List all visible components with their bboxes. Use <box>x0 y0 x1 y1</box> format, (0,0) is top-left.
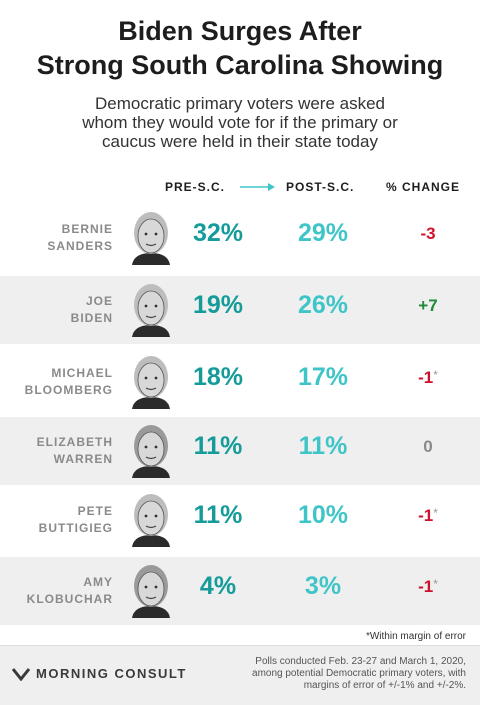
footer <box>0 646 480 705</box>
candidate-first-name: ELIZABETH <box>36 435 113 449</box>
source-line-2: among potential Democratic primary voter… <box>252 668 466 679</box>
candidate-last-name: WARREN <box>53 452 113 466</box>
source-note: Polls conducted Feb. 23-27 and March 1, … <box>211 656 466 692</box>
arrow-right-icon <box>240 183 275 191</box>
title-line-1: Biden Surges After <box>118 16 362 46</box>
candidate-portrait-icon <box>132 565 170 618</box>
post-sc-value: 17% <box>297 363 349 391</box>
margin-of-error-asterisk: * <box>433 577 438 591</box>
candidate-last-name: BIDEN <box>70 311 113 325</box>
post-sc-value: 26% <box>297 291 349 319</box>
candidate-portrait-icon <box>132 356 170 409</box>
subtitle-line-1: Democratic primary voters were asked <box>94 94 386 113</box>
percent-change-value: -3 <box>388 224 468 244</box>
morning-consult-logo-icon <box>12 667 30 681</box>
candidate-portrait-icon <box>132 425 170 478</box>
column-header-post: POST-S.C. <box>286 180 355 194</box>
subtitle-line-2: whom they would vote for if the primary … <box>82 113 398 132</box>
candidate-last-name: SANDERS <box>47 239 113 253</box>
footer-divider <box>0 645 480 646</box>
source-line-1: Polls conducted Feb. 23-27 and March 1, … <box>255 656 466 667</box>
pre-sc-value: 32% <box>192 219 244 247</box>
percent-change-value: -1* <box>388 506 468 526</box>
candidate-name: MICHAEL BLOOMBERG <box>10 365 113 399</box>
candidate-first-name: MICHAEL <box>51 366 113 380</box>
candidate-portrait-icon <box>132 494 170 547</box>
percent-change-value: 0 <box>388 437 468 457</box>
change-number: 0 <box>423 437 433 456</box>
candidate-first-name: BERNIE <box>61 222 113 236</box>
candidate-first-name: PETE <box>77 504 113 518</box>
logo-text: MORNING CONSULT <box>36 666 187 681</box>
table-row: AMY KLOBUCHAR 4% 3% -1* <box>0 557 480 625</box>
table-row: JOE BIDEN 19% 26% +7 <box>0 276 480 344</box>
candidate-name: ELIZABETH WARREN <box>10 434 113 468</box>
table-row: BERNIE SANDERS 32% 29% -3 <box>0 204 480 272</box>
footnote: *Within margin of error <box>365 631 466 642</box>
candidate-portrait-icon <box>132 284 170 337</box>
title-line-2: Strong South Carolina Showing <box>36 50 444 80</box>
subtitle-line-3: caucus were held in their state today <box>102 132 378 151</box>
pre-sc-value: 18% <box>192 363 244 391</box>
table-row: ELIZABETH WARREN 11% 11% 0 <box>0 417 480 485</box>
post-sc-value: 3% <box>304 572 342 600</box>
candidate-name: AMY KLOBUCHAR <box>10 574 113 608</box>
chart-subtitle: Democratic primary voters were asked who… <box>40 94 440 151</box>
column-header-pre: PRE-S.C. <box>165 180 226 194</box>
post-sc-value: 11% <box>298 432 348 460</box>
change-number: -1 <box>418 577 434 596</box>
percent-change-value: +7 <box>388 296 468 316</box>
candidate-name: JOE BIDEN <box>10 293 113 327</box>
chart-title: Biden Surges After Strong South Carolina… <box>0 14 480 82</box>
post-sc-value: 29% <box>297 219 349 247</box>
column-header-change: % CHANGE <box>386 180 461 194</box>
table-row: PETE BUTTIGIEG 11% 10% -1* <box>0 486 480 554</box>
pre-sc-value: 11% <box>193 501 243 529</box>
pre-sc-value: 4% <box>199 572 237 600</box>
candidate-name: PETE BUTTIGIEG <box>10 503 113 537</box>
change-number: -1 <box>418 368 434 387</box>
candidate-portrait-icon <box>132 212 170 265</box>
margin-of-error-asterisk: * <box>433 506 438 520</box>
pre-sc-value: 19% <box>192 291 244 319</box>
change-number: -1 <box>418 506 434 525</box>
candidate-first-name: JOE <box>85 294 113 308</box>
source-line-3: margins of error of +/-1% and +/-2%. <box>303 680 466 691</box>
percent-change-value: -1* <box>388 577 468 597</box>
pre-sc-value: 11% <box>193 432 243 460</box>
candidate-last-name: BUTTIGIEG <box>38 521 113 535</box>
change-number: -3 <box>420 224 436 243</box>
table-row: MICHAEL BLOOMBERG 18% 17% -1* <box>0 348 480 416</box>
candidate-last-name: KLOBUCHAR <box>26 592 113 606</box>
margin-of-error-asterisk: * <box>433 368 438 382</box>
candidate-last-name: BLOOMBERG <box>24 383 113 397</box>
candidate-name: BERNIE SANDERS <box>10 221 113 255</box>
candidate-first-name: AMY <box>83 575 113 589</box>
percent-change-value: -1* <box>388 368 468 388</box>
change-number: +7 <box>418 296 438 315</box>
post-sc-value: 10% <box>297 501 349 529</box>
brand-logo: MORNING CONSULT <box>12 666 187 681</box>
